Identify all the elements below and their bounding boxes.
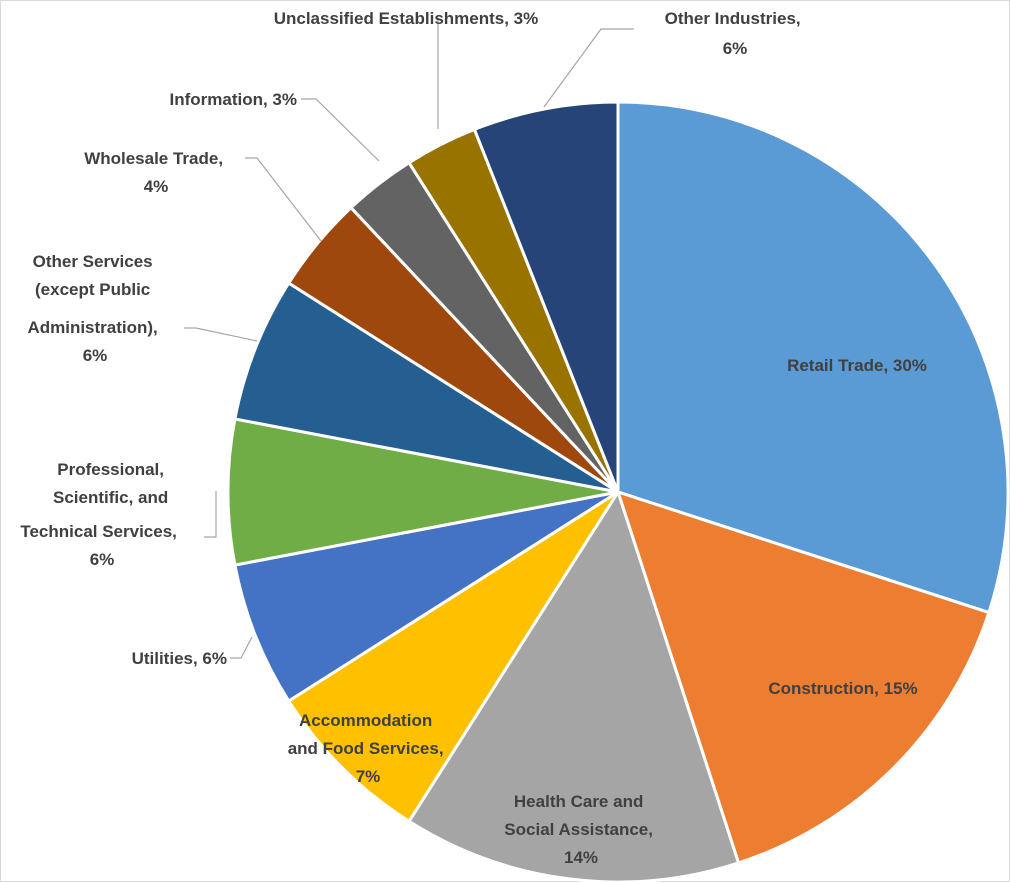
data-label-other-industries: Other Industries, 6% [665,9,806,58]
leader-line-information [301,98,380,162]
pie-slice-construction [615,489,991,865]
data-label-unclassified: Unclassified Establishments, 3% [274,9,539,28]
pie-slice-professional-scientific-and-technical-services [226,417,619,567]
data-label-construction: Construction, 15% [768,679,917,698]
pie-slice-health-care-and-social-assistance [406,488,741,883]
data-label-wholesale: Wholesale Trade, 4% [84,149,228,196]
data-label-utilities: Utilities, 6% [132,649,227,668]
data-label-accommodation: Accommodation and Food Services, 7% [288,711,449,786]
leader-line-utilities [230,636,253,659]
pie-slice-accommodation-and-food-services [286,490,620,824]
leader-line-wholesale [245,157,322,242]
pie-slices [226,100,1010,883]
data-label-other-services: Other Services (except Public Administra… [27,252,162,365]
data-label-health-care: Health Care and Social Assistance, 14% [504,792,657,867]
leader-line-professional [204,491,217,538]
data-label-retail-trade: Retail Trade, 30% [787,356,927,375]
pie-slice-retail-trade [616,100,1010,615]
leader-line-other-industries [543,28,634,108]
data-label-professional: Professional, Scientific, and Technical … [20,460,181,569]
data-label-information: Information, 3% [169,90,297,109]
pie-slice-utilities [233,490,619,704]
pie-slice-other-services-except-public-administration [233,280,619,494]
pie-slice-other-industries [472,100,620,493]
leader-lines [184,18,634,659]
leader-line-other-services [184,327,258,342]
